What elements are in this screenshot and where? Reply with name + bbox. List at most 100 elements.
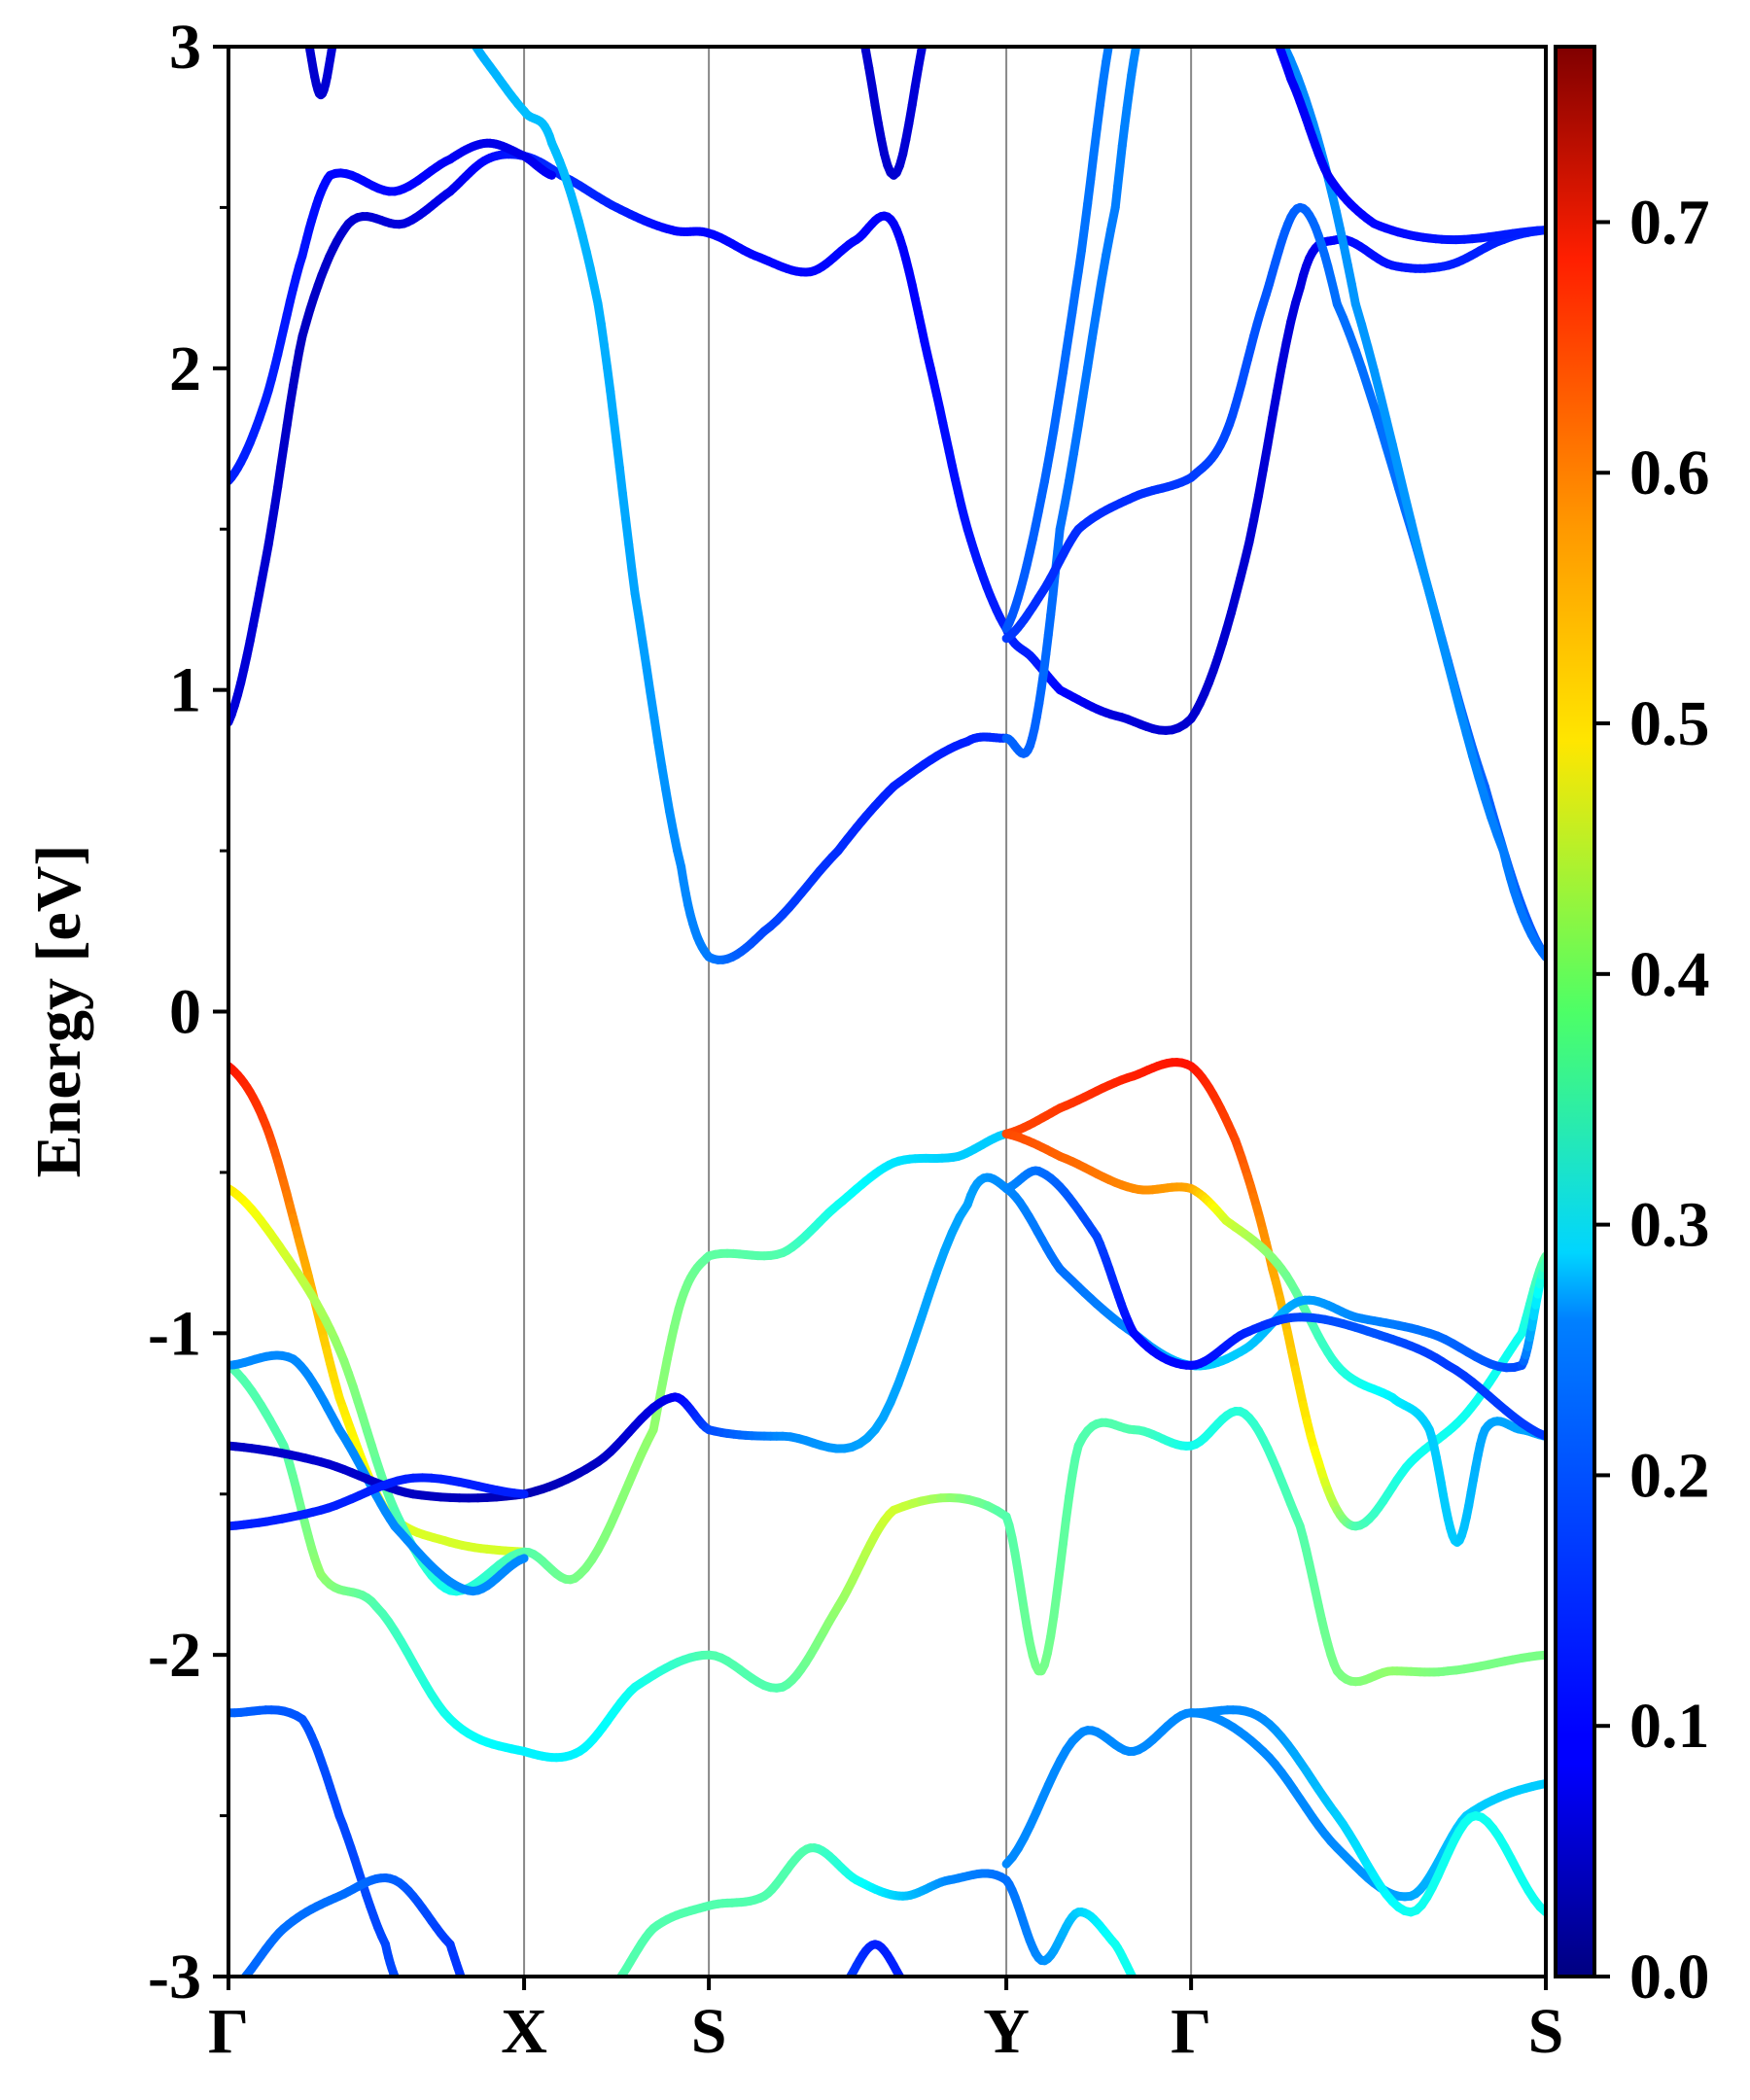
band-segment [1263, 15, 1267, 19]
band-segment [1263, 15, 1265, 18]
band-segment [1268, 21, 1270, 25]
x-tick-label: Γ [1171, 1996, 1211, 2067]
band-segment [461, 1976, 464, 1977]
colorbar-tick-label: 0.2 [1629, 1440, 1710, 1511]
band-segment [1102, 47, 1113, 66]
x-tick-label: Y [983, 1996, 1030, 2067]
colorbar-tick-label: 0.1 [1629, 1691, 1710, 1762]
band-segment [859, 23, 862, 36]
y-axis: 3 2 1 0 -1 -2 -3 [148, 12, 228, 2012]
band-segment [1140, 1990, 1142, 1992]
band-segment [1267, 18, 1271, 23]
band-segment [1112, 15, 1115, 27]
band-v15 [1186, 1705, 1546, 1917]
band-segment [233, 1985, 238, 1989]
band-v11 [228, 1705, 404, 1992]
band-c1 [228, 150, 1546, 735]
band-segment [1138, 1987, 1140, 1990]
band-segment [1073, 392, 1088, 431]
band-segment [333, 33, 335, 42]
band-segment [1275, 29, 1278, 36]
band-segment [304, 18, 306, 24]
band-v4 [1001, 1129, 1546, 1547]
colorbar-tick-label: 0.6 [1629, 438, 1710, 508]
band-segment [909, 1990, 912, 1993]
band-segment [1138, 23, 1140, 34]
band-v8 [228, 1473, 529, 1531]
band-segment [393, 1976, 400, 1977]
band-segment [464, 1984, 466, 1987]
band-segment [514, 1554, 529, 1565]
band-c6 [1001, 202, 1546, 962]
band-segment [612, 1985, 615, 1989]
band-segment [1130, 1975, 1138, 1977]
band-segment [400, 1986, 402, 1989]
band-segment [460, 23, 463, 27]
colorbar-ticks: 0.0 0.1 0.2 0.3 0.4 0.5 0.6 0.7 [1594, 187, 1710, 2012]
band-segment [841, 1986, 844, 1990]
band-v10 [1001, 1708, 1546, 1902]
band-segment [1273, 30, 1275, 35]
band-segment [337, 15, 339, 19]
band-segment [302, 15, 304, 19]
band-segment [1132, 47, 1141, 51]
band-segment [1087, 304, 1102, 343]
x-tick-label: S [691, 1996, 727, 2067]
band-segment [402, 1990, 404, 1992]
band-segment [1092, 277, 1106, 314]
colorbar: 0.0 0.1 0.2 0.3 0.4 0.5 0.6 0.7 [1554, 45, 1710, 2012]
y-tick-label: -2 [148, 1620, 201, 1691]
y-tick-label: 2 [169, 333, 201, 404]
band-c3 [450, 15, 1011, 964]
band-segment [857, 15, 859, 23]
band-segment [1140, 15, 1142, 23]
band-segment [1266, 18, 1268, 21]
band-segment [468, 1990, 470, 1992]
band-segment [1387, 439, 1404, 475]
band-segment [450, 15, 453, 17]
band-segment [1270, 25, 1272, 30]
x-tick-label: X [501, 1996, 547, 2067]
band-c9 [302, 15, 339, 100]
y-axis-label: Energy [eV] [23, 845, 94, 1178]
band-segment [845, 1981, 848, 1986]
band-segment [453, 17, 456, 19]
band-segment [466, 31, 469, 36]
band-segment [608, 1989, 612, 1992]
band-segment [903, 1981, 906, 1986]
band-segment [917, 47, 928, 55]
band-segment [1279, 47, 1285, 48]
band-segment [928, 15, 930, 23]
band-lines [228, 15, 1546, 1993]
band-segment [1263, 413, 1278, 449]
band-segment [838, 1990, 841, 1993]
band-segment [1271, 24, 1275, 30]
band-segment [544, 169, 557, 180]
band-v12 [233, 1873, 470, 1992]
band-v2 [228, 1129, 1011, 1596]
band-segment [925, 23, 928, 36]
band-v7 [228, 1172, 1546, 1503]
band-segment [1078, 363, 1093, 402]
y-tick-label: 0 [169, 977, 201, 1048]
band-v13 [608, 1843, 1142, 1992]
band-segment [906, 1986, 909, 1990]
band-segment [463, 27, 466, 31]
colorbar-tick-label: 0.3 [1629, 1190, 1710, 1261]
y-tick-label: 3 [169, 12, 201, 83]
band-c7 [1263, 15, 1546, 962]
band-c2 [228, 138, 557, 486]
band-segment [336, 18, 338, 24]
band-segment [1106, 47, 1112, 48]
y-tick-label: 1 [169, 655, 201, 726]
band-segment [307, 33, 309, 42]
band-segment [469, 36, 472, 41]
band-segment [1137, 1983, 1138, 1987]
band-segment [471, 47, 479, 50]
colorbar-tick-label: 0.7 [1629, 187, 1710, 258]
band-segment [398, 1983, 400, 1986]
band-segment [1097, 250, 1111, 286]
band-v14 [838, 1940, 912, 1993]
